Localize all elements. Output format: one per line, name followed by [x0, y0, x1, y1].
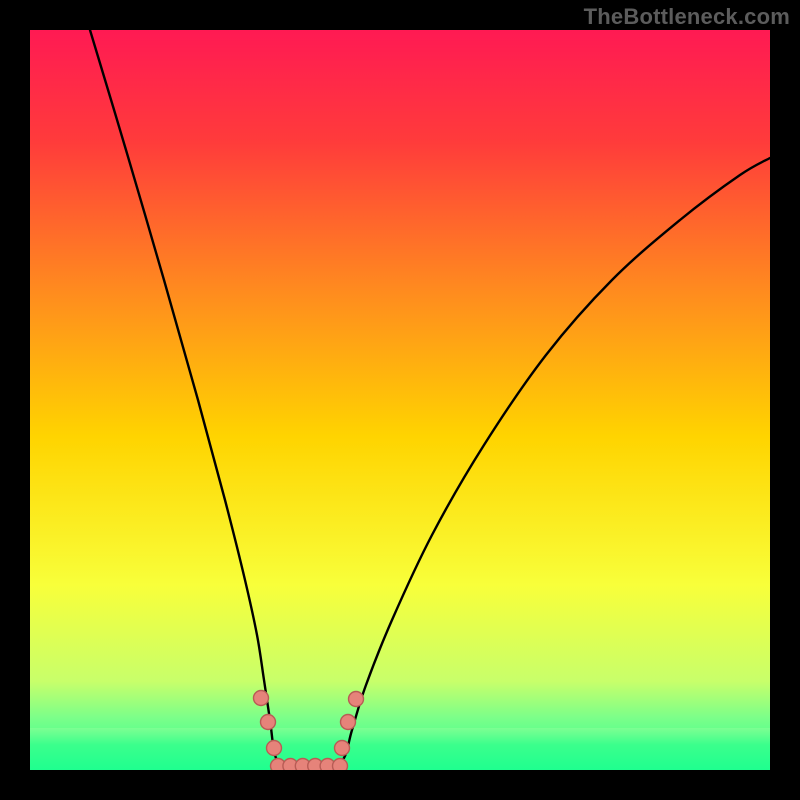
curve-marker: [335, 741, 350, 756]
chart-frame: TheBottleneck.com: [0, 0, 800, 800]
curve-marker: [341, 715, 356, 730]
curve-marker: [267, 741, 282, 756]
bottom-band: [30, 728, 770, 770]
curve-marker: [254, 691, 269, 706]
chart-canvas: [0, 0, 800, 800]
curve-marker: [349, 692, 364, 707]
watermark-label: TheBottleneck.com: [584, 4, 790, 30]
curve-marker: [261, 715, 276, 730]
plot-area: [30, 30, 770, 770]
